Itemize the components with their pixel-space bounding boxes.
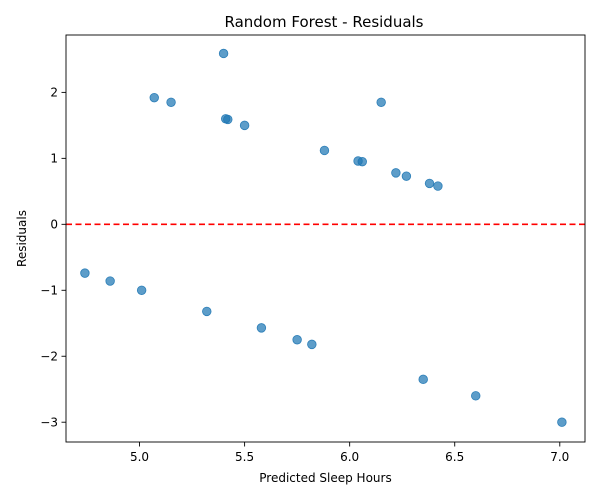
- scatter-point: [418, 374, 428, 385]
- scatter-point: [401, 171, 412, 181]
- scatter-point: [292, 335, 302, 345]
- scatter-point: [376, 97, 386, 107]
- x-tick-label: 5.0: [130, 450, 149, 464]
- y-tick-label: −3: [40, 416, 58, 430]
- y-tick-label: 0: [50, 218, 58, 232]
- plot-area: [65, 34, 586, 443]
- x-axis-ticks: 5.0 5.5 6.0 6.5 7.0: [130, 442, 569, 464]
- scatter-point: [319, 145, 330, 156]
- y-tick-label: −1: [40, 284, 58, 298]
- scatter-point: [424, 178, 435, 189]
- scatter-point: [105, 276, 115, 286]
- chart-title: Random Forest - Residuals: [224, 13, 423, 31]
- y-axis-label: Residuals: [15, 210, 29, 267]
- scatter-point: [80, 268, 90, 278]
- scatter-point: [149, 92, 159, 103]
- y-axis-ticks: −3 −2 −1 0 1 2: [40, 86, 66, 430]
- x-axis-label: Predicted Sleep Hours: [259, 471, 391, 485]
- x-tick-label: 6.0: [340, 450, 359, 464]
- scatter-point: [391, 168, 401, 178]
- scatter-point: [166, 97, 176, 107]
- scatter-point: [202, 306, 212, 317]
- scatter-points: [80, 48, 567, 427]
- scatter-point: [223, 114, 233, 125]
- x-tick-label: 7.0: [550, 450, 569, 464]
- scatter-point: [239, 120, 250, 131]
- scatter-point: [433, 181, 443, 191]
- scatter-point: [557, 417, 567, 427]
- plot-frame: [65, 34, 586, 443]
- scatter-point: [307, 339, 317, 350]
- y-tick-label: 2: [50, 86, 58, 100]
- scatter-point: [218, 48, 229, 59]
- scatter-point: [136, 285, 147, 295]
- scatter-point: [471, 391, 481, 401]
- scatter-point: [256, 323, 267, 333]
- plot-area-background: [66, 35, 585, 442]
- y-tick-label: 1: [50, 152, 58, 166]
- y-tick-label: −2: [40, 350, 58, 364]
- x-tick-label: 6.5: [445, 450, 464, 464]
- scatter-point: [357, 156, 367, 167]
- x-tick-label: 5.5: [235, 450, 254, 464]
